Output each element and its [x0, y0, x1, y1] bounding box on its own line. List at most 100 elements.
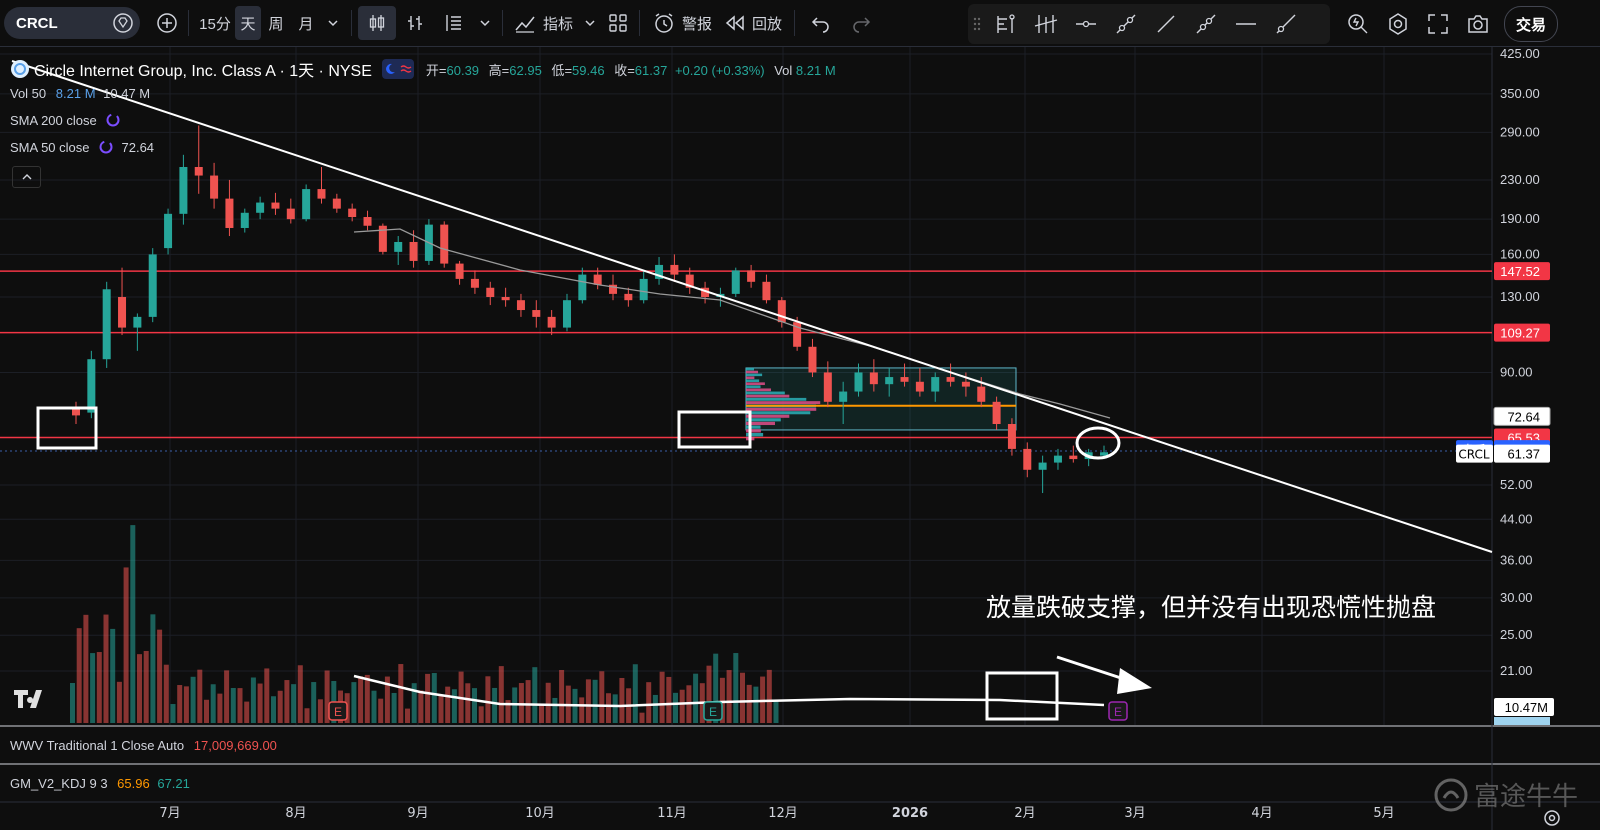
candle-body [486, 287, 495, 298]
vol50-value-a: 8.21 M [55, 86, 96, 101]
price-tick-label: 25.00 [1500, 627, 1533, 642]
collapse-legend-button[interactable] [12, 166, 41, 188]
futu-logo-icon [1434, 778, 1468, 811]
volume-bar [257, 683, 263, 723]
candle-body [946, 377, 955, 382]
axis-settings-icon [1548, 814, 1556, 822]
candle-body [977, 386, 986, 402]
trade-button[interactable]: 交易 [1504, 6, 1558, 42]
volume-bar [411, 683, 417, 723]
layout-dropdown[interactable] [474, 6, 496, 40]
candle-body [1007, 424, 1016, 449]
symbol-search[interactable]: CRCL [4, 7, 140, 39]
candle-body [455, 263, 464, 279]
snapshot-button[interactable] [1458, 7, 1498, 41]
candle-body [302, 189, 311, 220]
ray-tool[interactable] [1106, 7, 1146, 41]
volume-axis-tag [1494, 717, 1550, 725]
layout-button[interactable] [434, 6, 474, 40]
alert-button[interactable]: 警报 [646, 6, 718, 40]
indicators-button[interactable]: 指标 [509, 6, 577, 40]
sma-line [353, 228, 1111, 419]
volume-profile-bar [746, 376, 755, 380]
volume-bar [123, 567, 129, 723]
hline-tool[interactable] [1066, 7, 1106, 41]
kdj-pane-legend[interactable]: GM_V2_KDJ 9 3 65.96 67.21 [10, 776, 190, 791]
pattern-tool[interactable] [1026, 7, 1066, 41]
price-tick-label: 160.00 [1500, 246, 1540, 261]
volume-bar [719, 677, 725, 723]
fib-tool[interactable] [986, 7, 1026, 41]
time-axis-label: 4月 [1251, 806, 1272, 821]
templates-button[interactable] [603, 6, 633, 40]
wave-icon [400, 65, 412, 73]
candle-body [931, 377, 940, 392]
horizontal-line-tool[interactable] [1226, 7, 1266, 41]
volume-axis-label: 10.47M [1505, 700, 1548, 715]
volume-bar [137, 654, 142, 723]
bar-type-button[interactable] [396, 6, 434, 40]
price-tag-value: 109.27 [1500, 326, 1540, 341]
candle-body [624, 293, 633, 301]
replay-button[interactable]: 回放 [718, 6, 788, 40]
candle-body [332, 198, 341, 209]
interval-week[interactable]: 周 [268, 15, 284, 33]
volume-marker-box [985, 671, 1059, 721]
gear-icon [1389, 13, 1407, 35]
grid-icon [609, 14, 627, 32]
camera-icon [1468, 15, 1488, 33]
trendline-icon [1157, 15, 1175, 33]
extended-line-tool[interactable] [1186, 7, 1226, 41]
volume-bar [150, 614, 156, 723]
wwv-value: 17,009,669.00 [193, 738, 277, 753]
volume-bar [398, 664, 404, 723]
loading-icon [106, 113, 120, 127]
price-tick-label: 90.00 [1500, 364, 1533, 379]
chart-area[interactable]: E E E 425.00 350.00 290.00 230.00 190.00 160.00 1… [0, 47, 1600, 830]
volume-bar [130, 525, 136, 723]
interval-dropdown[interactable] [321, 6, 345, 40]
descending-trendline [11, 60, 1493, 553]
volume-bar [163, 664, 169, 723]
volume-bar [190, 676, 196, 723]
price-tick-label: 290.00 [1500, 124, 1540, 139]
sma200-legend[interactable]: SMA 200 close [10, 112, 121, 128]
fullscreen-button[interactable] [1418, 7, 1458, 41]
candle-body [685, 274, 694, 288]
interval-15m[interactable]: 15分 [199, 15, 231, 33]
candle-body [394, 241, 403, 252]
loading-icon [99, 140, 112, 154]
candle-body [869, 372, 878, 385]
wwv-pane-legend[interactable]: WWV Traditional 1 Close Auto 17,009,669.… [10, 738, 277, 753]
redo-button[interactable] [841, 6, 881, 40]
volume-bar [358, 676, 364, 723]
volume-bar [713, 653, 719, 723]
drag-handle[interactable] [968, 7, 986, 41]
candle-type-button[interactable] [358, 6, 396, 40]
candle-body [1023, 448, 1032, 470]
interval-month[interactable]: 月 [298, 15, 314, 33]
vol50-legend[interactable]: Vol 50 8.21 M 10.47 M [10, 86, 150, 101]
rewind-icon [725, 15, 744, 31]
lightning-button[interactable] [1338, 7, 1378, 41]
add-symbol-button[interactable] [152, 6, 182, 40]
trendline-tool[interactable] [1146, 7, 1186, 41]
undo-button[interactable] [801, 6, 841, 40]
vol-value: 8.21 M [795, 62, 836, 78]
volume-bar [552, 697, 558, 723]
volume-bar [371, 690, 377, 723]
volume-bar [666, 676, 672, 723]
interval-day[interactable]: 天 [235, 6, 261, 40]
sma50-legend[interactable]: SMA 50 close 72.64 [10, 139, 154, 155]
indicators-dropdown[interactable] [577, 6, 603, 40]
candle-body [440, 224, 449, 264]
volume-bar [384, 676, 390, 723]
arrow-head [1117, 668, 1152, 694]
volume-bar [706, 665, 712, 723]
volume-bar [539, 703, 544, 723]
info-line-tool[interactable] [1266, 7, 1306, 41]
settings-button[interactable] [1378, 7, 1418, 41]
candle-body [225, 198, 234, 228]
volume-bar [733, 653, 739, 723]
diamond-icon[interactable] [112, 12, 134, 34]
